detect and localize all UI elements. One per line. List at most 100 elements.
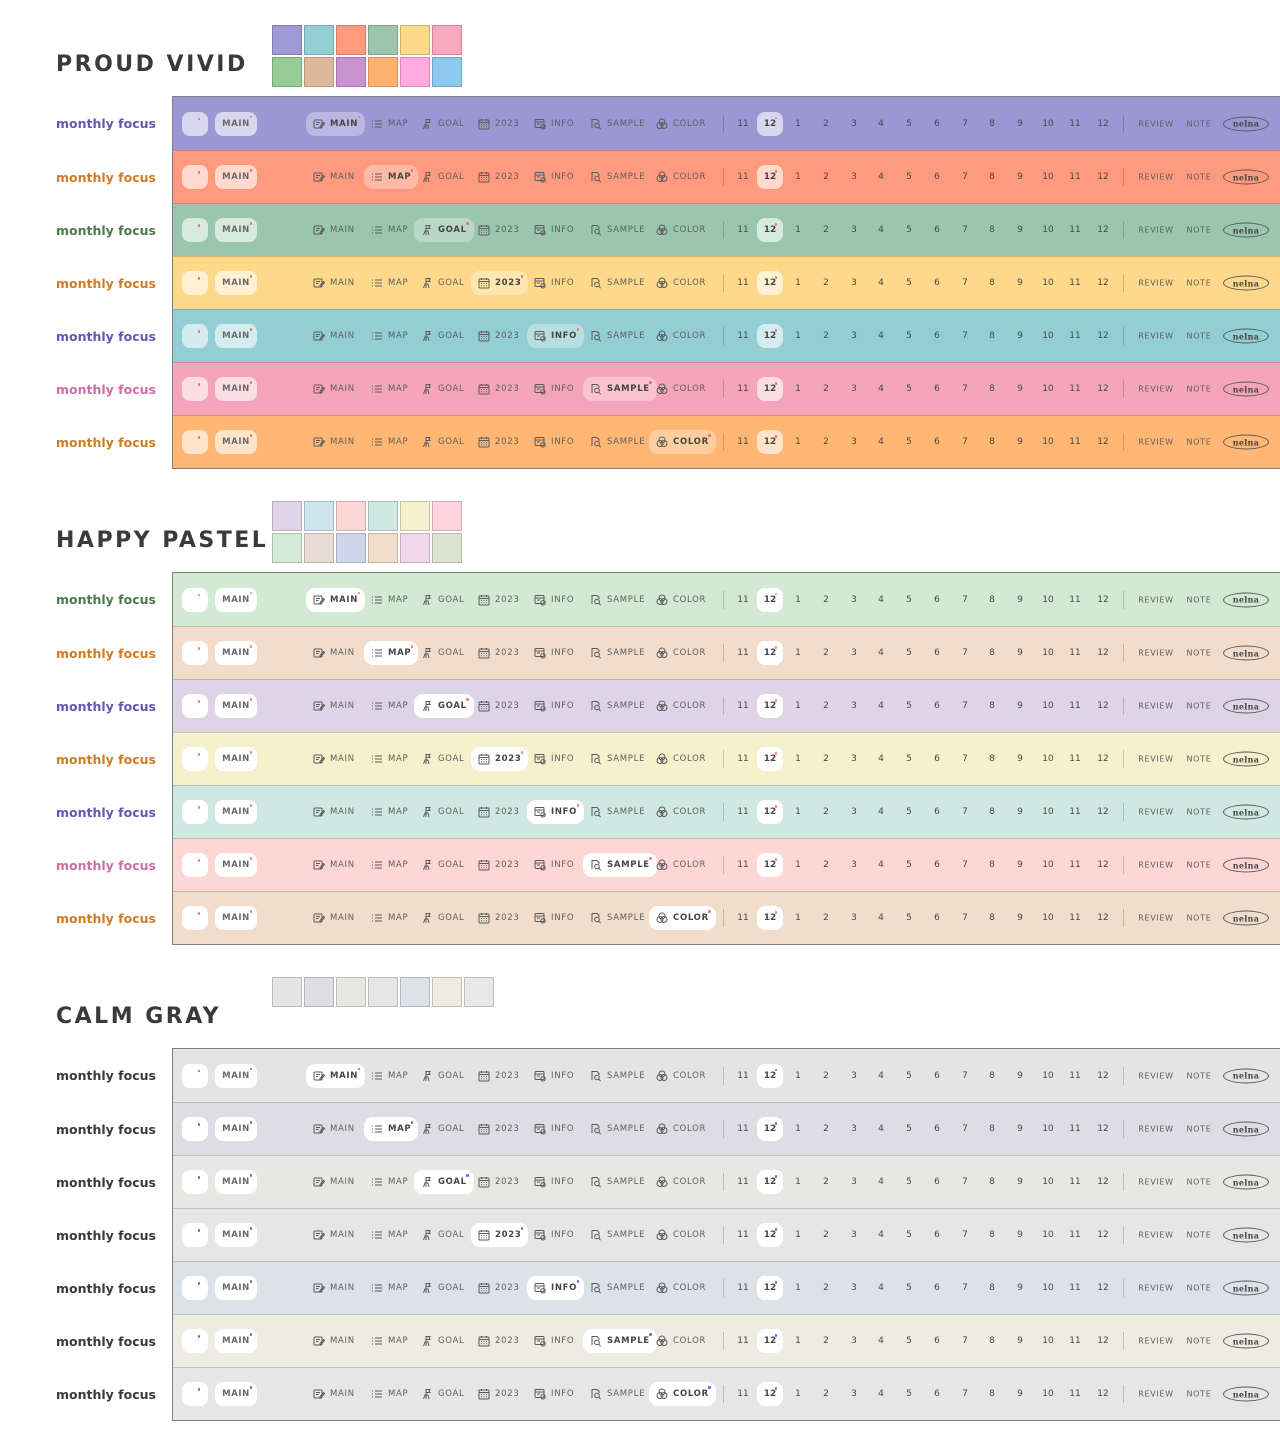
tab-2023[interactable]: 2023 [471, 1064, 526, 1088]
month-12[interactable]: 12 [1097, 1070, 1109, 1081]
month-11[interactable]: 11 [1069, 807, 1081, 817]
nelna-logo[interactable]: nelna [1223, 592, 1269, 607]
main-pill-button[interactable]: MAIN [215, 1063, 257, 1088]
tab-main[interactable]: MAIN [306, 218, 362, 242]
tab-color[interactable]: COLOR [649, 1117, 713, 1141]
month-6[interactable]: 6 [934, 1336, 940, 1346]
month-5[interactable]: 5 [906, 1177, 912, 1187]
note-link[interactable]: NOTE [1186, 754, 1212, 764]
tab-sample[interactable]: SAMPLE [583, 218, 652, 242]
review-link[interactable]: REVIEW [1138, 331, 1174, 341]
month-6[interactable]: 6 [934, 754, 940, 764]
tab-sample[interactable]: SAMPLE [583, 271, 652, 295]
month-8[interactable]: 8 [989, 860, 995, 870]
note-link[interactable]: NOTE [1186, 1389, 1212, 1399]
month-7[interactable]: 7 [962, 437, 968, 447]
tab-2023[interactable]: 2023 [471, 1382, 526, 1406]
month-7[interactable]: 7 [962, 913, 968, 923]
tab-2023[interactable]: 2023 [471, 218, 526, 242]
month-10[interactable]: 10 [1042, 860, 1054, 870]
month-6[interactable]: 6 [934, 384, 940, 394]
month-11[interactable]: 11 [1069, 913, 1081, 923]
month-2[interactable]: 2 [823, 701, 829, 711]
month-10[interactable]: 10 [1042, 701, 1054, 711]
tab-map[interactable]: MAP [364, 694, 415, 718]
tab-goal[interactable]: GOAL [414, 906, 471, 930]
tab-info[interactable]: INFO [527, 641, 581, 665]
blank-pill-button[interactable] [182, 1063, 208, 1088]
tab-map[interactable]: MAP [364, 165, 419, 189]
month-9[interactable]: 9 [1017, 118, 1023, 129]
month-9[interactable]: 9 [1017, 1124, 1023, 1134]
month-11[interactable]: 11 [737, 118, 749, 129]
month-3[interactable]: 3 [851, 278, 857, 288]
tab-sample[interactable]: SAMPLE [583, 112, 652, 136]
month-12[interactable]: 12 [1097, 701, 1109, 711]
month-4[interactable]: 4 [878, 437, 884, 447]
main-pill-button[interactable]: MAIN [215, 271, 257, 295]
tab-color[interactable]: COLOR [649, 1382, 716, 1406]
tab-info[interactable]: INFO [527, 906, 581, 930]
tab-map[interactable]: MAP [364, 1382, 415, 1406]
month-5[interactable]: 5 [906, 807, 912, 817]
tab-sample[interactable]: SAMPLE [583, 641, 652, 665]
month-7[interactable]: 7 [962, 1283, 968, 1293]
month-1[interactable]: 1 [795, 913, 801, 923]
month-2[interactable]: 2 [823, 437, 829, 447]
month-7[interactable]: 7 [962, 1389, 968, 1399]
month-4[interactable]: 4 [878, 1070, 884, 1081]
month-4[interactable]: 4 [878, 1283, 884, 1293]
month-12[interactable]: 12 [1097, 1336, 1109, 1346]
month-3[interactable]: 3 [851, 1389, 857, 1399]
tab-info[interactable]: INFO [527, 1223, 581, 1247]
blank-pill-button[interactable] [182, 1382, 208, 1406]
month-2[interactable]: 2 [823, 1230, 829, 1240]
month-5[interactable]: 5 [906, 913, 912, 923]
tab-color[interactable]: COLOR [649, 271, 713, 295]
tab-map[interactable]: MAP [364, 324, 415, 348]
tab-sample[interactable]: SAMPLE [583, 906, 652, 930]
blank-pill-button[interactable] [182, 1117, 208, 1141]
month-4[interactable]: 4 [878, 594, 884, 605]
tab-sample[interactable]: SAMPLE [583, 588, 652, 612]
month-1[interactable]: 1 [795, 860, 801, 870]
month-10[interactable]: 10 [1042, 913, 1054, 923]
month-5[interactable]: 5 [906, 1336, 912, 1346]
main-pill-button[interactable]: MAIN [215, 430, 257, 454]
month-12[interactable]: 12 [757, 111, 783, 136]
tab-info[interactable]: INFO [527, 1117, 581, 1141]
month-12[interactable]: 12 [757, 853, 783, 877]
blank-pill-button[interactable] [182, 694, 208, 718]
month-6[interactable]: 6 [934, 913, 940, 923]
tab-2023[interactable]: 2023 [471, 1329, 526, 1353]
tab-map[interactable]: MAP [364, 1276, 415, 1300]
month-1[interactable]: 1 [795, 118, 801, 129]
tab-sample[interactable]: SAMPLE [583, 853, 657, 877]
month-7[interactable]: 7 [962, 594, 968, 605]
tab-color[interactable]: COLOR [649, 1276, 713, 1300]
note-link[interactable]: NOTE [1186, 701, 1212, 711]
month-5[interactable]: 5 [906, 860, 912, 870]
month-10[interactable]: 10 [1042, 331, 1054, 341]
month-6[interactable]: 6 [934, 1389, 940, 1399]
tab-goal[interactable]: GOAL [414, 112, 471, 136]
tab-main[interactable]: MAIN [306, 430, 362, 454]
month-6[interactable]: 6 [934, 701, 940, 711]
month-1[interactable]: 1 [795, 331, 801, 341]
tab-map[interactable]: MAP [364, 1329, 415, 1353]
month-2[interactable]: 2 [823, 225, 829, 235]
nelna-logo[interactable]: nelna [1223, 698, 1269, 714]
tab-map[interactable]: MAP [364, 906, 415, 930]
month-3[interactable]: 3 [851, 913, 857, 923]
month-11[interactable]: 11 [737, 1389, 749, 1399]
note-link[interactable]: NOTE [1186, 384, 1212, 394]
main-pill-button[interactable]: MAIN [215, 853, 257, 877]
tab-info[interactable]: INFO [527, 1382, 581, 1406]
month-12[interactable]: 12 [1097, 594, 1109, 605]
month-8[interactable]: 8 [989, 1124, 995, 1134]
month-11[interactable]: 11 [1069, 594, 1081, 605]
month-12[interactable]: 12 [1097, 384, 1109, 394]
review-link[interactable]: REVIEW [1138, 648, 1174, 658]
month-9[interactable]: 9 [1017, 913, 1023, 923]
tab-map[interactable]: MAP [364, 271, 415, 295]
